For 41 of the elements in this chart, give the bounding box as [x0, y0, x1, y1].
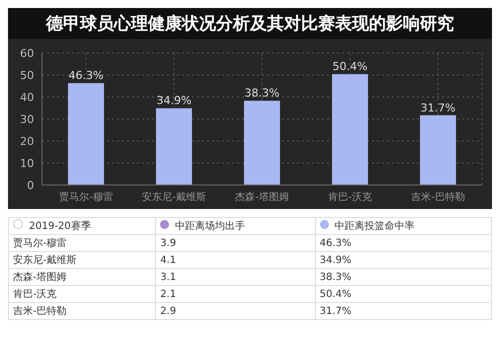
data-label: 3.9: [156, 234, 316, 252]
category-label: 贾马尔-穆雷: [8, 234, 156, 252]
data-label: 46.3%: [68, 69, 104, 82]
data-label: 34.9%: [315, 252, 492, 268]
x-tick-label: 肯巴-沃克: [328, 191, 372, 204]
x-tick-label: 吉米-巴特勒: [411, 191, 465, 204]
data-label: 2.9: [156, 302, 316, 320]
bar: [244, 100, 280, 185]
y-tick-label: 60: [20, 46, 34, 60]
legend-label: 中距离场均出手: [156, 218, 316, 234]
bar: [332, 74, 368, 185]
data-label: 46.3%: [315, 234, 492, 252]
data-label: 31.7%: [420, 101, 456, 114]
data-label: 34.9%: [156, 94, 192, 108]
data-label: 4.1: [156, 252, 316, 268]
y-tick-label: 40: [20, 90, 34, 104]
category-label: 肯巴-沃克: [8, 286, 156, 302]
data-label: 50.4%: [315, 286, 492, 302]
data-label: 38.3%: [244, 86, 280, 100]
data-label: 2.1: [156, 286, 316, 302]
chart-title: 德甲球员心理健康状况分析及其对比赛表现的影响研究: [8, 8, 492, 39]
category-label: 杰森-塔图姆: [8, 268, 156, 286]
data-label: 38.3%: [315, 268, 492, 286]
x-tick-label: 贾马尔-穆雷: [59, 191, 113, 204]
y-tick-label: 0: [27, 178, 34, 192]
legend-label: 中距离投篮命中率: [315, 218, 492, 234]
bar: [420, 115, 456, 185]
bar: [156, 108, 192, 185]
data-label: 3.1: [156, 268, 316, 286]
y-tick-label: 10: [20, 156, 34, 170]
category-label: 吉米-巴特勒: [8, 302, 156, 320]
y-tick-label: 30: [20, 112, 34, 126]
x-tick-label: 安东尼-戴维斯: [142, 191, 206, 204]
data-label: 50.4%: [332, 60, 368, 74]
y-tick-label: 20: [20, 134, 34, 148]
legend-title: 2019-20赛季: [8, 218, 156, 234]
category-label: 安东尼-戴维斯: [8, 252, 156, 268]
data-label: 31.7%: [315, 302, 492, 320]
y-tick-label: 50: [20, 68, 34, 82]
bar: [68, 83, 104, 185]
x-tick-label: 杰森-塔图姆: [235, 191, 289, 204]
